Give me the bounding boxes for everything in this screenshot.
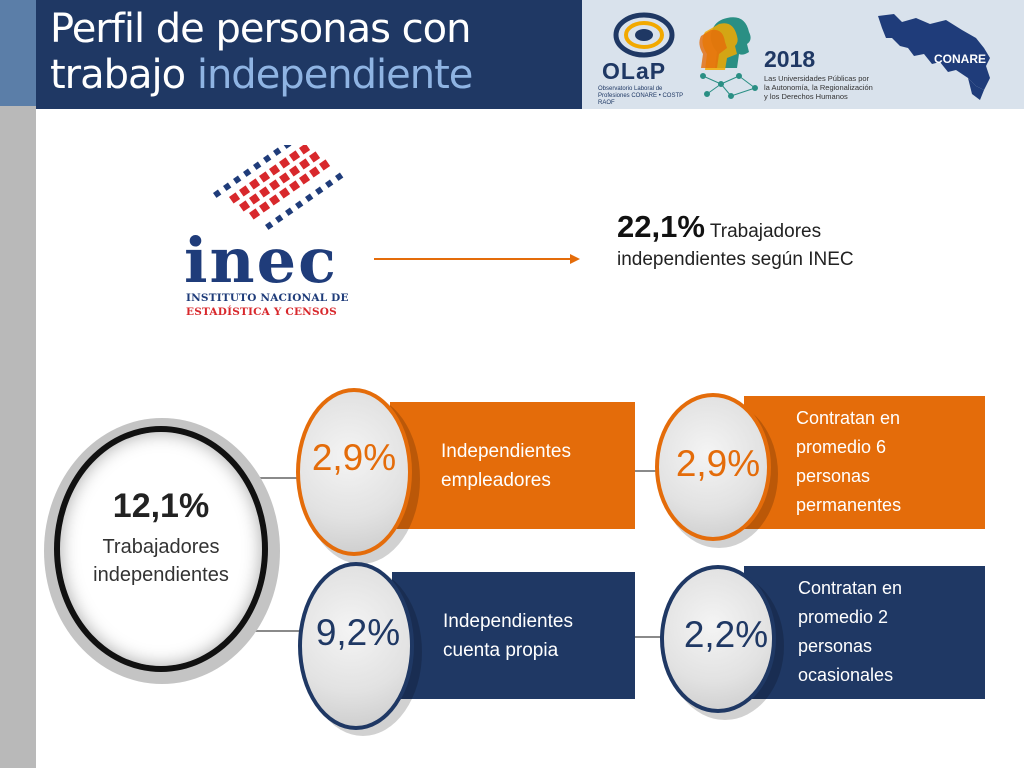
- event-year: 2018: [764, 46, 816, 72]
- self-employed-detail-box: [744, 566, 985, 699]
- olap-logo-icon: [613, 12, 675, 58]
- inec-stat-value: 22,1%: [617, 209, 705, 244]
- self-employed-detail-value: 2,2%: [683, 614, 769, 655]
- page-title: Perfil de personas con trabajo independi…: [50, 6, 474, 98]
- self-employed-value: 9,2%: [315, 612, 401, 653]
- employers-label: Independientes empleadores: [441, 441, 571, 491]
- title-line-1: Perfil de personas con: [50, 6, 471, 52]
- connector-bottom: [244, 630, 308, 632]
- employers-detail-box: [744, 396, 985, 529]
- event-subtitle: Las Universidades Públicas por la Autono…: [764, 74, 873, 101]
- logo-banner: OLaP Observatorio Laboral de Profesiones…: [582, 0, 1024, 109]
- inec-squares-icon: [213, 145, 344, 230]
- inec-stat-label-1: Trabajadores: [704, 221, 822, 242]
- employers-value: 2,9%: [311, 437, 397, 478]
- costa-rica-map-icon: [878, 14, 990, 100]
- inec-subtitle-1: INSTITUTO NACIONAL DE: [186, 292, 349, 304]
- inec-stat: 22,1% Trabajadores independientes según …: [617, 211, 947, 274]
- self-employed-label: Independientes cuenta propia: [443, 611, 573, 661]
- title-highlight: independiente: [196, 52, 474, 98]
- main-circle: [54, 426, 268, 672]
- self-employed-circle: [298, 562, 414, 730]
- conare-label: CONARE: [934, 52, 987, 66]
- self-employed-detail-label: Contratan en promedio 2 personas ocasion…: [798, 578, 903, 685]
- employers-detail-value: 2,9%: [675, 443, 761, 484]
- left-strip-accent: [0, 0, 36, 106]
- connector-bottom-right: [634, 636, 664, 638]
- heads-network-icon: [699, 17, 758, 99]
- employers-detail-circle: [655, 393, 771, 541]
- inec-name: inec: [184, 224, 338, 297]
- title-banner: Perfil de personas con trabajo independi…: [36, 0, 582, 109]
- olap-name: OLaP: [602, 58, 667, 84]
- left-strip: [0, 0, 36, 768]
- title-line-2: trabajo independiente: [50, 52, 474, 98]
- olap-subtitle: Observatorio Laboral de Profesiones CONA…: [598, 86, 684, 106]
- inec-stat-label-2: independientes según INEC: [617, 249, 854, 270]
- inec-subtitle-2: ESTADÍSTICA Y CENSOS: [186, 306, 337, 318]
- arrow-right-icon: [374, 254, 580, 264]
- employers-detail-label: Contratan en promedio 6 personas permane…: [796, 408, 902, 515]
- connector-top: [258, 477, 308, 479]
- connector-top-right: [634, 470, 664, 472]
- main-circle-value: 12,1%: [112, 487, 210, 525]
- main-circle-label: Trabajadores independientes: [93, 536, 229, 586]
- employers-box: [390, 402, 635, 529]
- self-employed-detail-circle: [660, 565, 776, 713]
- employers-circle: [296, 388, 412, 556]
- self-employed-box: [392, 572, 635, 699]
